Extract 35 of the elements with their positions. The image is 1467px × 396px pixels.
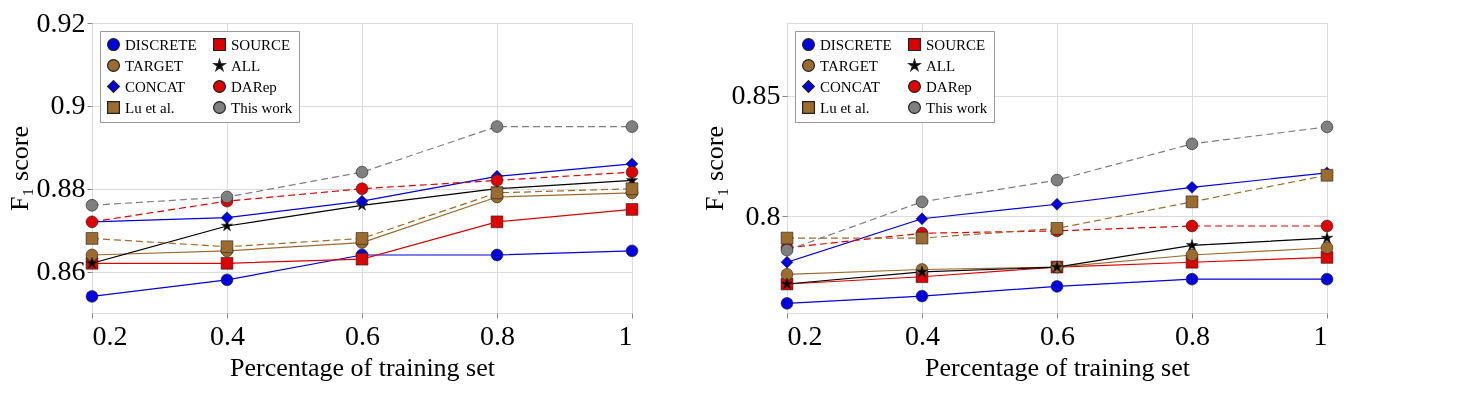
legend-label: CONCAT (125, 78, 186, 95)
x-axis-title: Percentage of training set (230, 352, 496, 382)
x-tick-label: 0.6 (345, 319, 380, 351)
x-tick-label: 1 (618, 319, 633, 351)
legend-label: ALL (231, 57, 261, 74)
x-tick-label: 0.8 (1175, 319, 1210, 351)
legend-label: SOURCE (231, 36, 291, 53)
legend-label: DISCRETE (820, 36, 892, 53)
y-tick-label: 0.88 (36, 172, 86, 204)
legend-label: DISCRETE (125, 36, 197, 53)
legend-label: CONCAT (820, 78, 881, 95)
x-tick-label: 0.4 (905, 319, 940, 351)
x-tick-label: 1 (1313, 319, 1328, 351)
y-tick-label: 0.9 (50, 89, 86, 121)
legend-label: ALL (926, 57, 956, 74)
y-tick-label: 0.92 (36, 6, 86, 38)
legend-label: This work (231, 99, 293, 116)
y-axis-title: F₁ score (699, 126, 729, 211)
y-axis-title: F₁ score (4, 126, 34, 211)
x-axis-title: Percentage of training set (925, 352, 1191, 382)
legend-label: TARGET (125, 57, 183, 74)
legend-label: Lu et al. (820, 99, 870, 116)
legend-label: SOURCE (926, 36, 986, 53)
legend-label: DARep (231, 78, 277, 95)
y-tick-label: 0.86 (36, 255, 86, 287)
x-tick-label: 0.2 (92, 319, 128, 351)
legend-label: TARGET (820, 57, 878, 74)
x-tick-label: 0.2 (787, 319, 823, 351)
legend-label: This work (926, 99, 988, 116)
legend-label: DARep (926, 78, 972, 95)
x-tick-label: 0.6 (1040, 319, 1075, 351)
x-tick-label: 0.4 (210, 319, 245, 351)
y-tick-label: 0.85 (731, 79, 781, 110)
x-tick-label: 0.8 (480, 319, 515, 351)
legend-label: Lu et al. (125, 99, 175, 116)
